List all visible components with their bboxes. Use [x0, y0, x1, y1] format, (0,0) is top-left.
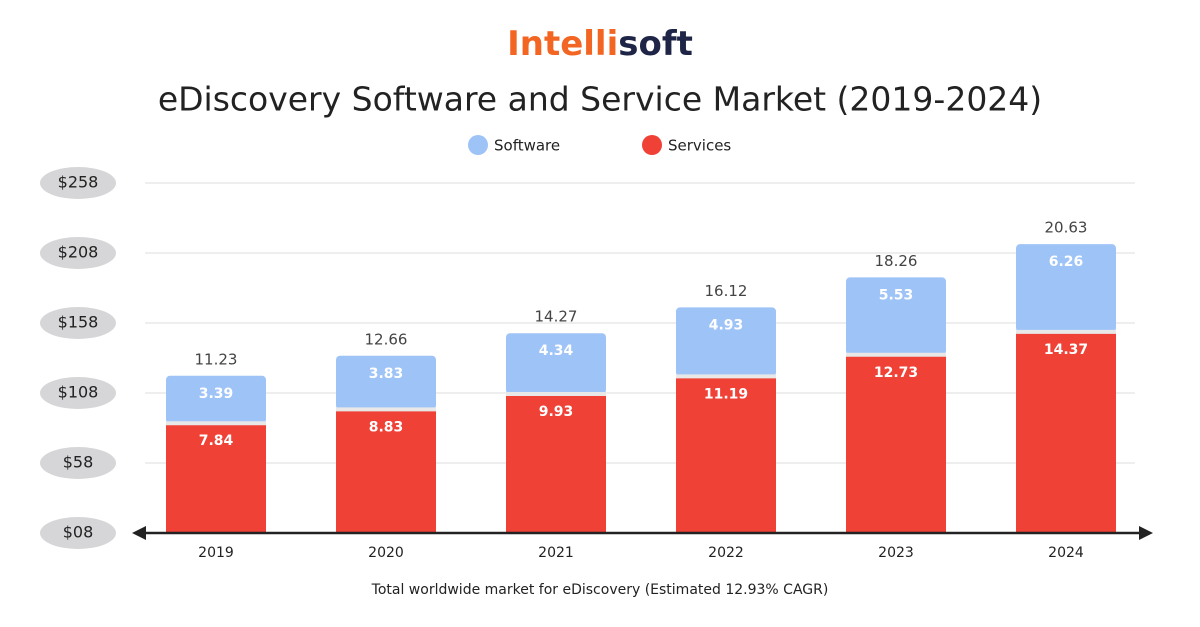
tick-badge	[40, 237, 116, 269]
x-tick-label: 2022	[708, 545, 744, 561]
tick-badge	[40, 517, 116, 549]
total-label: 16.12	[705, 282, 748, 300]
tick-badge	[40, 167, 116, 199]
value-label: 4.93	[709, 317, 744, 333]
value-label: 12.73	[874, 365, 918, 381]
y-tick-label: $58	[63, 453, 94, 472]
y-tick-label: $208	[58, 243, 99, 262]
total-label: 18.26	[875, 252, 918, 270]
x-tick-label: 2023	[878, 545, 914, 561]
legend-swatch	[642, 135, 662, 155]
bar-segment	[1016, 244, 1116, 332]
total-label: 14.27	[535, 308, 578, 326]
bars: 7.84 3.39 11.23 8.83 3.83 12.66 9.93 4.34 14.27 1…	[166, 219, 1116, 533]
bar-segment	[846, 277, 946, 355]
caption: Total worldwide market for eDiscovery (E…	[371, 582, 829, 598]
axis	[132, 526, 1153, 540]
value-label: 8.83	[369, 419, 404, 435]
total-label: 11.23	[195, 350, 238, 368]
brand-part: Intelli	[507, 24, 618, 64]
value-label: 5.53	[879, 287, 914, 303]
arrow	[132, 526, 146, 540]
value-label: 6.26	[1049, 254, 1084, 270]
y-tick-label: $258	[58, 173, 99, 192]
x-tick-label: 2019	[198, 545, 234, 561]
bar-segment	[166, 375, 266, 424]
brand-part: soft	[618, 24, 693, 64]
total-label: 20.63	[1045, 219, 1088, 237]
bar-segment	[166, 423, 266, 533]
bar-segment	[336, 409, 436, 533]
legend-label: Software	[494, 137, 560, 155]
brand: Intellisoft	[507, 24, 693, 64]
value-label: 3.83	[369, 366, 404, 382]
x-tick-label: 2020	[368, 545, 404, 561]
tick-badge	[40, 307, 116, 339]
value-label: 9.93	[539, 404, 574, 420]
value-label: 4.34	[539, 343, 574, 359]
legend-label: Services	[668, 137, 731, 155]
bar-segment	[676, 307, 776, 377]
value-label: 14.37	[1044, 342, 1088, 358]
legend-swatch	[468, 135, 488, 155]
y-tick-label: $108	[58, 383, 99, 402]
arrow	[1139, 526, 1153, 540]
total-label: 12.66	[365, 330, 408, 348]
x-tick-label: 2021	[538, 545, 574, 561]
y-tick-label: $08	[63, 523, 94, 542]
bar-segment	[1016, 331, 1116, 533]
bar-segment	[846, 354, 946, 533]
x-tick-label: 2024	[1048, 545, 1084, 561]
grid: $08 $58 $108 $158 $208 $258	[40, 167, 1135, 549]
chart-title: eDiscovery Software and Service Market (…	[158, 80, 1042, 119]
bar-segment	[336, 355, 436, 410]
tick-badge	[40, 447, 116, 479]
value-label: 7.84	[199, 433, 234, 449]
value-label: 3.39	[199, 386, 234, 402]
bar-segment	[506, 393, 606, 533]
bar-segment	[676, 376, 776, 533]
bar-segment	[506, 333, 606, 394]
y-tick-label: $158	[58, 313, 99, 332]
value-label: 11.19	[704, 386, 748, 402]
tick-badge	[40, 377, 116, 409]
